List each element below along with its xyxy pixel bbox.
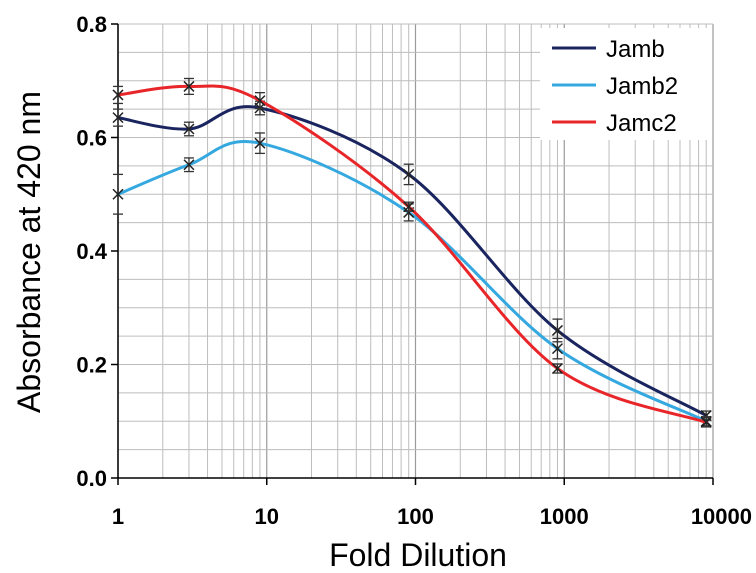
x-tick-label: 10000 (691, 504, 752, 529)
data-point (183, 159, 195, 171)
x-tick-label: 1 (112, 504, 124, 529)
data-point (112, 89, 124, 101)
data-point (112, 112, 124, 124)
series-jamc2 (112, 77, 712, 428)
data-point (254, 137, 266, 149)
data-point (183, 123, 195, 135)
x-tick-label: 10 (255, 504, 279, 529)
legend-item-jamb2: Jamb2 (552, 73, 678, 100)
x-axis-title: Fold Dilution (329, 537, 507, 573)
y-tick-label: 0.8 (76, 12, 107, 37)
data-point (403, 201, 415, 213)
legend-label: Jamb (606, 36, 665, 63)
y-tick-label: 0.0 (76, 466, 107, 491)
y-tick-label: 0.6 (76, 126, 107, 151)
x-tick-label: 1000 (540, 504, 589, 529)
legend-item-jamb: Jamb (552, 36, 665, 63)
legend-label: Jamb2 (606, 73, 678, 100)
x-tick-label: 100 (397, 504, 434, 529)
legend: Jamb Jamb2 Jamc2 (540, 28, 712, 140)
data-point (183, 80, 195, 92)
data-point (551, 362, 563, 375)
data-point (112, 188, 124, 200)
data-point (551, 343, 563, 355)
y-tick-label: 0.4 (76, 239, 107, 264)
data-point (403, 168, 415, 180)
data-point (551, 324, 563, 336)
series-layer (112, 77, 712, 428)
y-axis-title: Absorbance at 420 nm (11, 91, 47, 413)
y-tick-label: 0.2 (76, 353, 107, 378)
data-point (254, 95, 266, 107)
legend-label: Jamc2 (606, 110, 677, 137)
tick-labels: 0.0 0.2 0.4 0.6 0.8 1 10 100 1000 10000 (76, 12, 752, 529)
series-jamb2 (112, 132, 712, 427)
legend-item-jamc2: Jamc2 (552, 110, 677, 137)
data-point (700, 416, 712, 428)
